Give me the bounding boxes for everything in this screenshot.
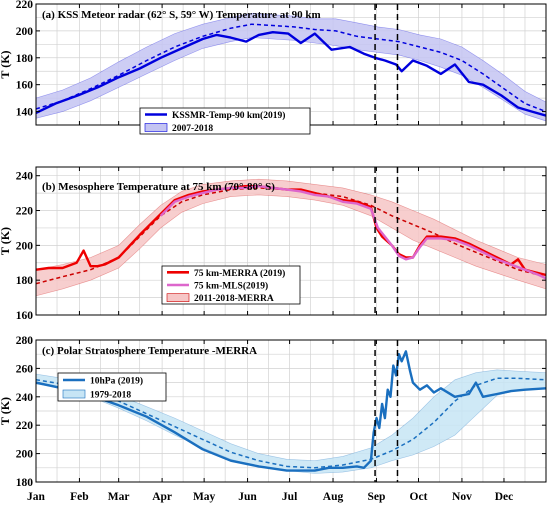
legend-swatch-band bbox=[62, 389, 86, 399]
plot-area bbox=[36, 350, 546, 474]
y-tick-label: 280 bbox=[16, 335, 34, 347]
y-tick-label: 220 bbox=[16, 206, 34, 218]
y-tick-label: 180 bbox=[16, 477, 34, 489]
x-tick-label-month: Jan bbox=[27, 491, 46, 503]
series-line-2-0 bbox=[36, 350, 546, 472]
y-axis-label: T (K) bbox=[0, 227, 12, 255]
legend-entry-label: 75 km-MLS(2019) bbox=[194, 281, 268, 292]
panel-frame bbox=[35, 339, 547, 483]
y-tick-label: 200 bbox=[16, 240, 34, 252]
y-tick-label: 160 bbox=[16, 310, 34, 322]
x-tick-label-month: Oct bbox=[410, 491, 428, 503]
panel-title: (c) Polar Stratosphere Temperature -MERR… bbox=[42, 345, 257, 357]
legend-swatch-band bbox=[144, 123, 168, 132]
series-line-0-0 bbox=[36, 31, 546, 117]
x-tick-label-month: Aug bbox=[323, 491, 344, 503]
x-tick-label-month: Feb bbox=[70, 491, 89, 503]
legend-entry-label: 75 km-MERRA (2019) bbox=[194, 268, 285, 279]
y-axis-label: T (K) bbox=[0, 397, 12, 425]
panel-c: 180 200 220 240 260 280 T (K) (c) Polar Stratos… bbox=[0, 335, 547, 489]
x-tick-label-month: Nov bbox=[452, 491, 472, 503]
x-tick-label-month: Jun bbox=[238, 491, 257, 503]
legend-box bbox=[139, 107, 311, 135]
panel-title: (a) KSS Meteor radar (62° S, 59° W) Temp… bbox=[42, 9, 321, 21]
series-line-2-1 bbox=[36, 377, 546, 469]
y-tick-label: 180 bbox=[16, 275, 34, 287]
legend: KSSMR-Temp-90 km(2019) 2007-2018 bbox=[139, 107, 311, 135]
y-tick-label: 160 bbox=[16, 80, 34, 92]
legend-entry-label: 2011-2018-MERRA bbox=[194, 294, 274, 304]
x-tick-label-month: May bbox=[193, 491, 216, 503]
panel-frame bbox=[35, 166, 547, 316]
plot-area bbox=[36, 178, 546, 297]
series-line-0-1 bbox=[36, 23, 546, 113]
legend-entry-label: 1979-2018 bbox=[90, 391, 131, 401]
x-axis-month-labels: Jan Feb Mar Apr May Jun Jul Aug Sep Oct Nov Dec bbox=[27, 491, 513, 503]
legend: 10hPa (2019) 1979-2018 bbox=[57, 372, 167, 402]
legend: 75 km-MERRA (2019) 75 km-MLS(2019) 2011-20… bbox=[161, 265, 301, 305]
panel-a: 140 160 180 200 220 T (K) (a) KSS Meteor radar… bbox=[0, 0, 547, 135]
x-tick-label-month: Apr bbox=[152, 491, 172, 503]
series-line-1-1 bbox=[159, 185, 546, 280]
y-tick-label: 240 bbox=[16, 171, 34, 183]
y-tick-label: 180 bbox=[16, 53, 34, 65]
legend-entry-label: 2007-2018 bbox=[172, 124, 213, 134]
legend-swatch-band bbox=[166, 293, 190, 302]
y-axis-label: T (K) bbox=[0, 50, 12, 78]
plot-area bbox=[36, 13, 546, 122]
y-tick-label: 220 bbox=[16, 420, 34, 432]
y-tick-label: 240 bbox=[16, 392, 34, 404]
x-tick-label-month: Sep bbox=[368, 491, 386, 503]
y-tick-label: 220 bbox=[16, 0, 34, 11]
x-tick-label-month: Jul bbox=[282, 491, 297, 503]
x-tick-label-month: Dec bbox=[495, 491, 514, 503]
panel-title: (b) Mesosphere Temperature at 75 km (70°… bbox=[42, 181, 275, 193]
series-band-0-1 bbox=[36, 13, 546, 122]
y-tick-label: 260 bbox=[16, 363, 34, 375]
y-tick-label: 140 bbox=[16, 107, 34, 119]
panel-b: 160 180 200 220 240 T (K) (b) Mesosphere Tempe… bbox=[0, 166, 547, 322]
series-band-1-2 bbox=[36, 178, 546, 297]
legend-entry-label: KSSMR-Temp-90 km(2019) bbox=[172, 110, 285, 121]
x-tick-label-month: Mar bbox=[108, 491, 130, 503]
legend-entry-label: 10hPa (2019) bbox=[90, 376, 143, 387]
y-tick-label: 200 bbox=[16, 449, 34, 461]
y-tick-label: 200 bbox=[16, 26, 34, 38]
